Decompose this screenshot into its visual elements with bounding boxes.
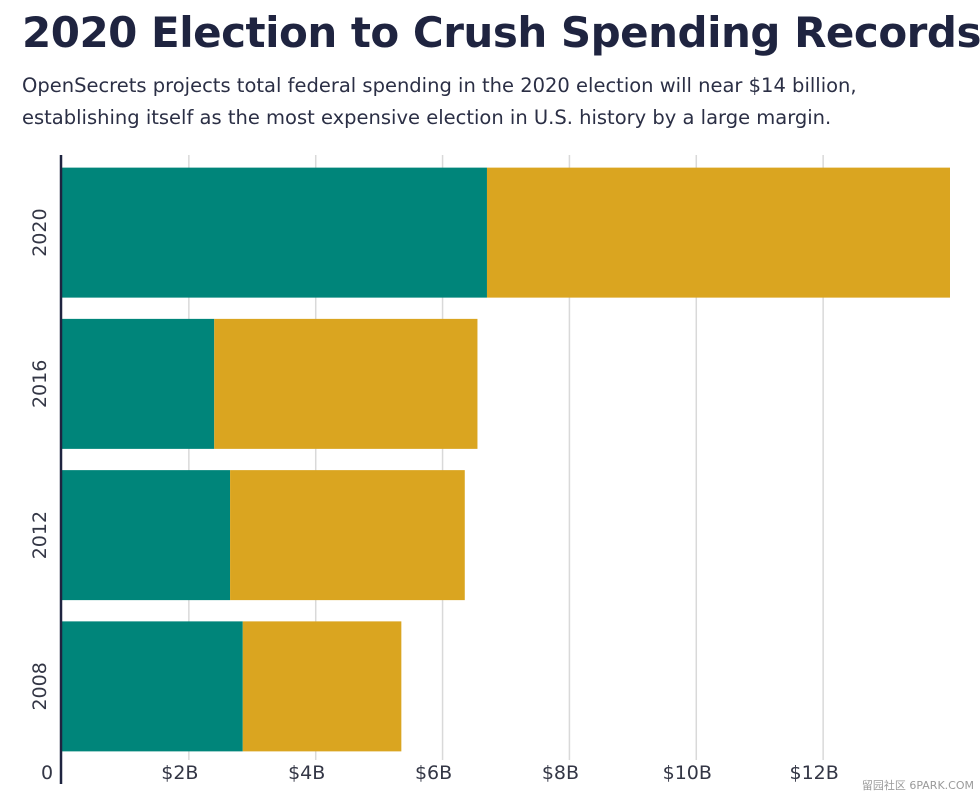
y-label-2008: 2008	[29, 662, 51, 710]
x-tick-label-2: $4B	[288, 762, 325, 784]
bar-2008-segment-1	[62, 621, 243, 752]
x-tick-label-3: $6B	[415, 762, 452, 784]
y-axis-labels: 2020 2016 2012 2008	[29, 208, 51, 710]
chart-title: 2020 Election to Crush Spending Records	[22, 8, 980, 57]
y-label-2012: 2012	[29, 511, 51, 559]
bar-2016-segment-1	[62, 318, 215, 449]
x-tick-label-6: $12B	[789, 762, 838, 784]
x-axis-labels: 0 $2B $4B $6B $8B $10B $12B	[41, 762, 839, 784]
bar-2020-segment-2	[486, 167, 950, 298]
x-tick-label-5: $10B	[663, 762, 712, 784]
x-tick-label-0: 0	[41, 762, 53, 784]
x-tick-label-4: $8B	[542, 762, 579, 784]
x-tick-label-1: $2B	[161, 762, 198, 784]
bar-2012-segment-1	[62, 470, 231, 601]
bar-2008-segment-2	[242, 621, 402, 752]
watermark-text: 留园社区 6PARK.COM	[861, 779, 974, 792]
bars	[62, 167, 950, 752]
y-label-2016: 2016	[29, 360, 51, 408]
y-label-2020: 2020	[29, 208, 51, 256]
bar-2012-segment-2	[230, 470, 465, 601]
bar-2020-segment-1	[62, 167, 487, 298]
bar-2016-segment-2	[214, 318, 478, 449]
chart-subtitle: OpenSecrets projects total federal spend…	[22, 74, 857, 129]
